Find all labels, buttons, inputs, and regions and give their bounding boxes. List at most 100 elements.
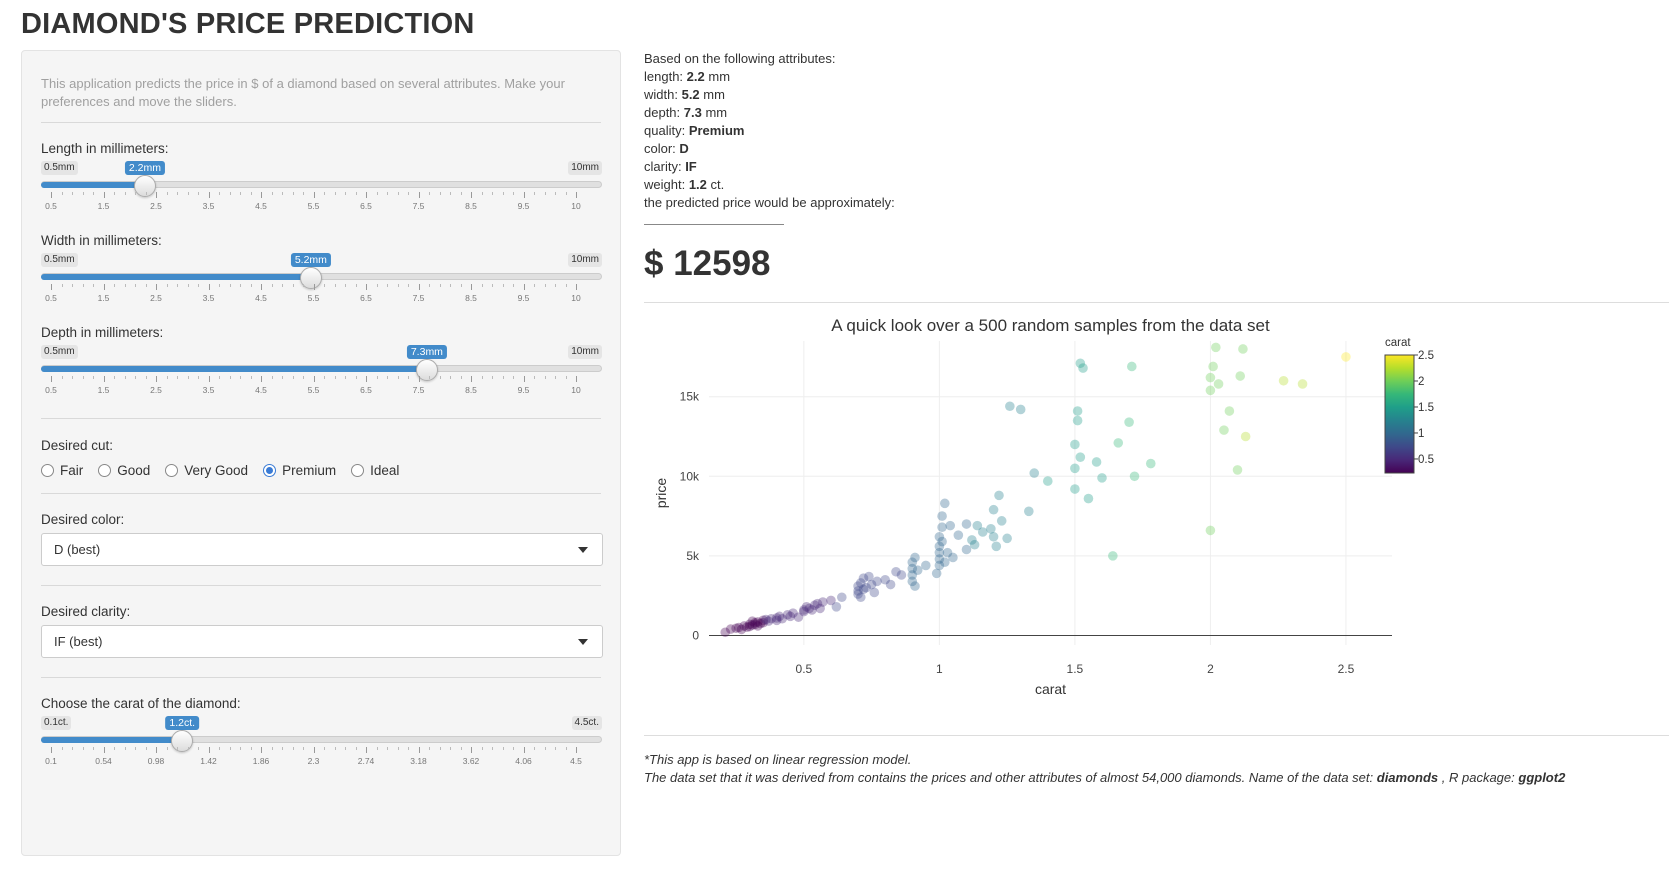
slider-tick [82, 284, 84, 287]
footer-line-2: The data set that it was derived from co… [644, 770, 1566, 785]
cut-option-very-good[interactable]: Very Good [165, 463, 248, 478]
slider-tick [376, 192, 378, 195]
cut-option-good[interactable]: Good [98, 463, 150, 478]
data-point [1024, 506, 1034, 517]
divider [644, 302, 1669, 303]
slider-handle[interactable] [171, 730, 194, 752]
slider-tick [135, 192, 136, 195]
cut-option-premium[interactable]: Premium [263, 463, 336, 478]
slider-tick [576, 747, 577, 753]
x-tick-label: 2 [1207, 662, 1214, 676]
length-slider[interactable]: 0.5mm 10mm 2.2mm 0.5 1.5 2.5 3.5 4.5 5.5 6.5 7.5 8.… [41, 161, 602, 221]
slider-tick-label: 5.5 [307, 201, 320, 211]
scatter-plot[interactable]: 0.5 1 1.5 2 2.5 0 5k 10k 15k A quick look over a … [644, 316, 1504, 717]
slider-tick-label: 10 [571, 201, 581, 211]
slider-tick [145, 192, 147, 195]
data-point [858, 573, 869, 583]
color-select[interactable]: D (best) [41, 533, 603, 566]
data-point [734, 622, 744, 633]
slider-tick [555, 376, 556, 379]
data-point [1070, 463, 1080, 474]
slider-tick [534, 747, 535, 750]
x-tick-label: 1.5 [1067, 662, 1084, 676]
slider-tick [114, 192, 115, 195]
slider-tick [145, 284, 147, 287]
data-point [1075, 452, 1086, 462]
depth-slider[interactable]: 0.5mm 10mm 7.3mm 0.5 1.5 2.5 3.5 4.5 5.5 6.5 7.5 8.… [41, 345, 602, 405]
page-title: DIAMOND'S PRICE PREDICTION [21, 8, 475, 40]
slider-tick [229, 192, 231, 195]
slider-tick [219, 376, 220, 379]
radio-button[interactable] [351, 464, 365, 477]
slider-handle[interactable] [299, 267, 322, 289]
slider-tick [114, 376, 115, 379]
slider-tick [250, 284, 252, 287]
slider-tick [576, 376, 577, 382]
data-point [1127, 361, 1137, 372]
slider-tick [376, 747, 378, 750]
data-point [934, 560, 945, 571]
radio-button[interactable] [98, 464, 112, 477]
slider-tick [460, 192, 462, 195]
data-point [953, 530, 964, 540]
data-point [1005, 401, 1015, 412]
slider-tick [555, 192, 556, 195]
colorbar-tick-label: 0.5 [1418, 454, 1434, 466]
slider-tick [376, 376, 378, 379]
colorbar-tick-label: 2.5 [1418, 350, 1434, 362]
slider-tick [460, 376, 462, 379]
slider-tick [397, 284, 399, 287]
data-point [785, 611, 796, 622]
radio-button[interactable] [41, 464, 54, 477]
slider-tick [303, 284, 304, 287]
cut-option-fair[interactable]: Fair [41, 463, 83, 478]
slider-min-label: 0.5mm [41, 253, 78, 267]
slider-tick [450, 192, 451, 195]
width-slider[interactable]: 0.5mm 10mm 5.2mm 0.5 1.5 2.5 3.5 4.5 5.5 6.5 7.5 8.… [41, 253, 602, 313]
slider-tick [187, 747, 189, 750]
data-point [934, 541, 945, 552]
slider-tick [72, 747, 73, 750]
slider-tick [114, 284, 115, 287]
slider-handle[interactable] [415, 359, 438, 381]
data-point [853, 589, 863, 599]
attr-depth: depth: 7.3 mm [644, 105, 728, 120]
slider-tick [187, 192, 189, 195]
slider-tick [135, 747, 136, 750]
slider-tick [502, 376, 504, 379]
slider-tick [544, 284, 546, 287]
slider-fill [41, 182, 145, 188]
slider-tick [376, 284, 378, 287]
radio-button[interactable] [165, 464, 179, 477]
slider-fill [41, 366, 427, 372]
cut-option-ideal[interactable]: Ideal [351, 463, 399, 478]
slider-tick [282, 284, 283, 287]
slider-tick [523, 376, 525, 382]
data-point [937, 511, 947, 521]
data-point [826, 595, 836, 606]
carat-slider[interactable]: 0.1ct. 4.5ct. 1.2ct. 0.1 0.54 0.98 1.42 1.86 2.3… [41, 716, 602, 776]
slider-tick [544, 192, 546, 195]
radio-button[interactable] [263, 464, 277, 477]
slider-handle[interactable] [133, 175, 156, 197]
data-point [758, 617, 769, 628]
data-point [1211, 342, 1221, 353]
clarity-select[interactable]: IF (best) [41, 625, 603, 658]
slider-tick [292, 284, 294, 287]
slider-tick [366, 284, 367, 290]
slider-tick [240, 747, 241, 750]
x-tick-label: 1 [936, 662, 943, 676]
slider-tick [124, 376, 126, 379]
slider-tick [313, 376, 315, 382]
data-point [855, 578, 866, 588]
slider-tick [93, 376, 94, 379]
slider-tick [72, 284, 73, 287]
data-point [1097, 473, 1107, 483]
slider-tick [198, 747, 199, 750]
cut-label: Desired cut: [41, 438, 114, 453]
slider-tick [292, 192, 294, 195]
width-label: Width in millimeters: [41, 233, 162, 248]
data-point [880, 574, 890, 585]
data-point [907, 563, 918, 574]
data-point [1240, 431, 1251, 442]
